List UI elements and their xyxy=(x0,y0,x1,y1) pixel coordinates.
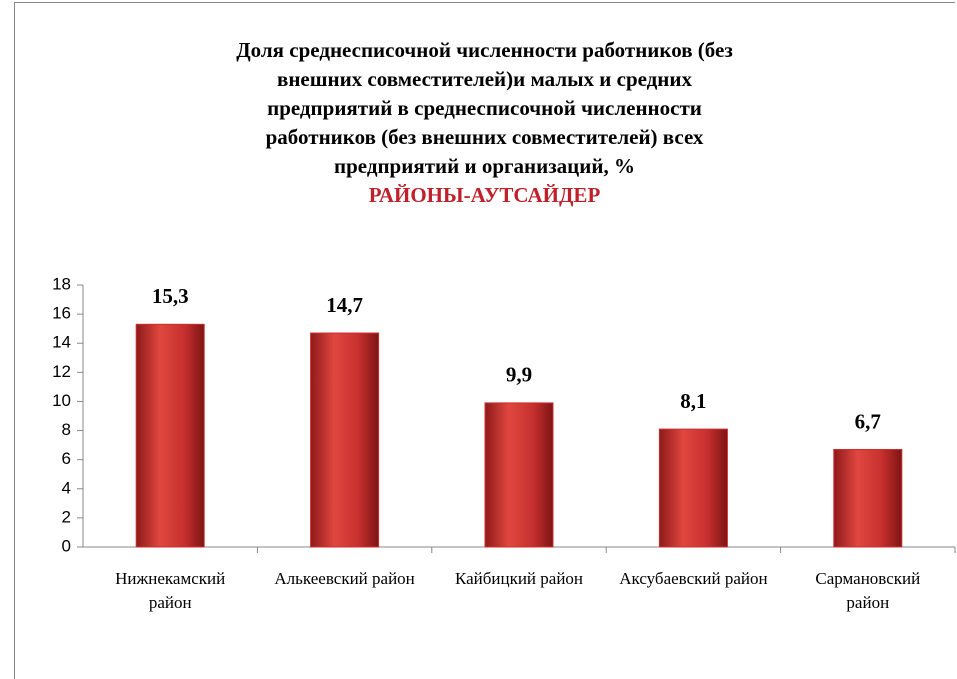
value-label: 14,7 xyxy=(326,293,363,317)
bar xyxy=(484,402,554,548)
title-line: работников (без внешних совместителей) в… xyxy=(265,125,704,149)
x-tick-label: Аксубаевский район xyxy=(619,569,768,588)
x-tick-label: Сармановский район xyxy=(815,569,921,612)
y-tick-label: 12 xyxy=(52,362,71,381)
value-label: 15,3 xyxy=(152,284,189,308)
x-tick-label: Алькеевский район xyxy=(274,569,415,588)
bar xyxy=(310,332,380,548)
y-tick-label: 14 xyxy=(52,333,71,352)
chart-title: Доля среднесписочной численности работни… xyxy=(14,36,955,210)
value-label: 6,7 xyxy=(855,409,881,433)
y-tick-label: 8 xyxy=(62,420,71,439)
title-line: предприятий в среднесписочной численност… xyxy=(267,96,702,120)
chart-subtitle: РАЙОНЫ-АУТСАЙДЕР xyxy=(368,183,601,207)
x-tick-label: Кайбицкий район xyxy=(454,569,584,588)
title-line: предприятий и организаций, % xyxy=(334,154,635,178)
y-tick-label: 6 xyxy=(62,449,71,468)
title-line: Доля среднесписочной численности работни… xyxy=(236,38,733,62)
bar xyxy=(135,323,205,548)
y-tick-label: 10 xyxy=(52,391,71,410)
y-tick-label: 4 xyxy=(62,478,71,497)
value-label: 9,9 xyxy=(506,363,532,387)
x-tick-label: Нижнекамский район xyxy=(115,569,226,612)
bar xyxy=(833,448,903,548)
y-tick-label: 18 xyxy=(52,274,71,293)
y-tick-label: 2 xyxy=(62,507,71,526)
y-tick-label: 0 xyxy=(62,536,71,555)
title-line: внешних совместителей)и малых и средних xyxy=(276,67,692,91)
bar xyxy=(658,428,728,548)
chart-frame xyxy=(14,2,955,679)
y-tick-label: 16 xyxy=(52,304,71,323)
value-label: 8,1 xyxy=(680,389,706,413)
